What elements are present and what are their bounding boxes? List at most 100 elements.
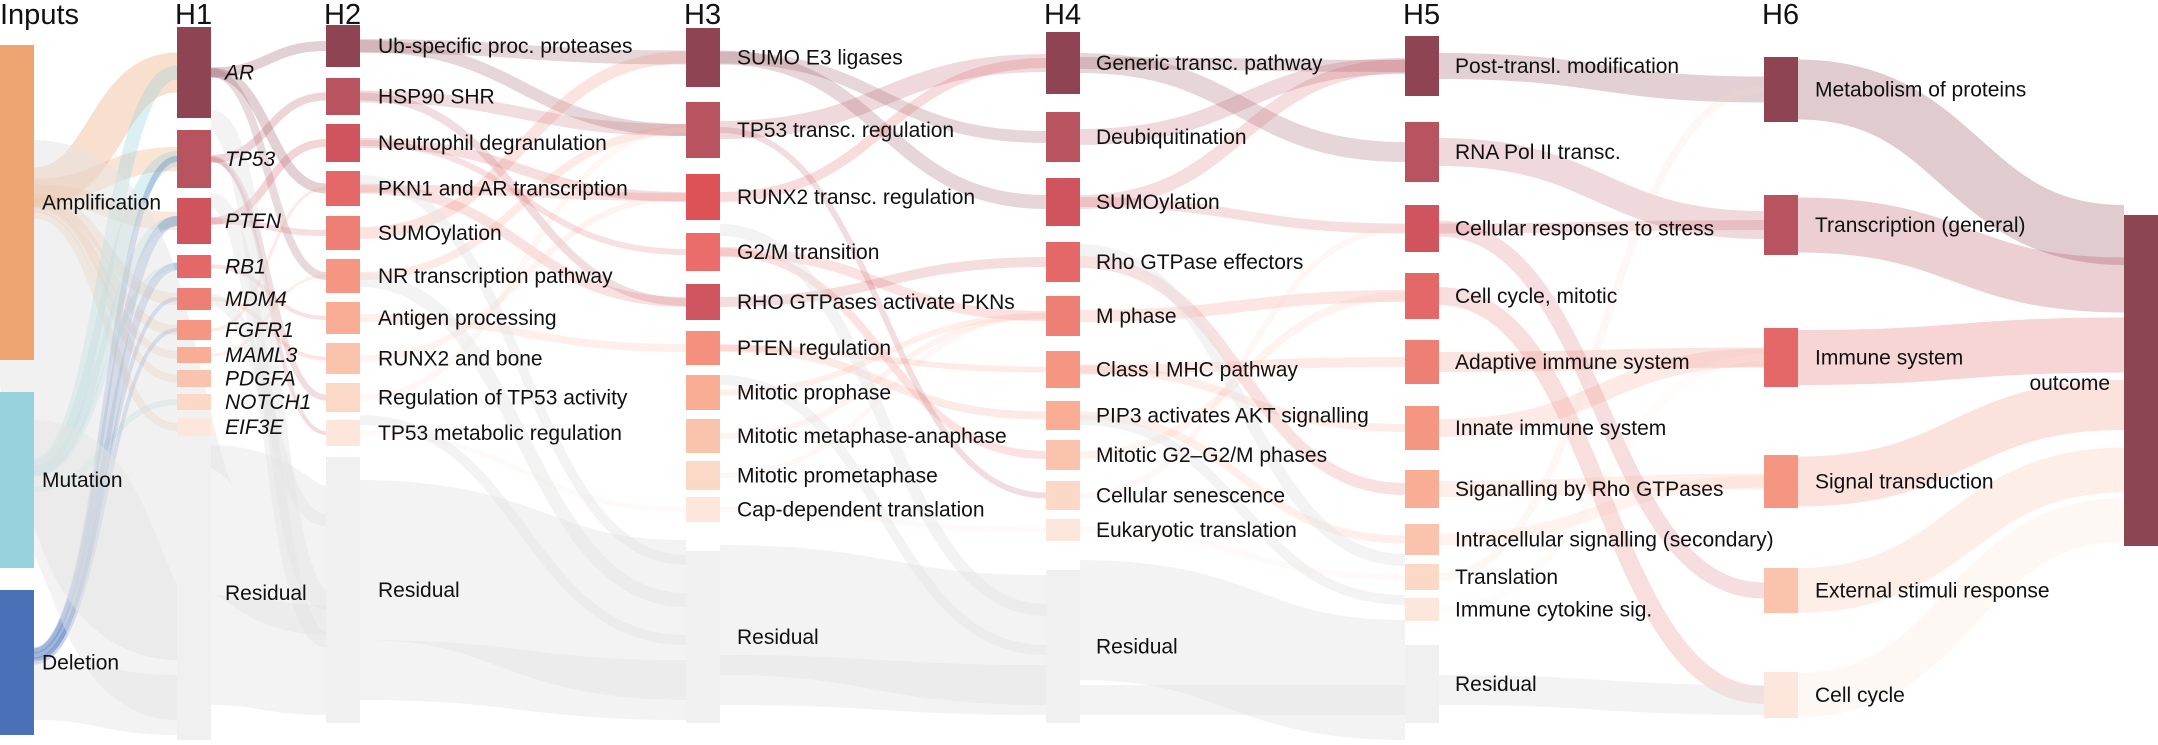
residual-link [0,140,237,660]
h1-label-tp53: TP53 [225,148,276,171]
h4-to-h5-link [1079,59,1406,209]
h4-node-generic-transc-pathway [1046,32,1080,94]
h4-to-h5-link [1079,53,1406,162]
h4-label-class-i-mhc-pathway: Class I MHC pathway [1096,359,1298,382]
residual-link [359,175,687,565]
residual-link [719,655,1047,715]
h1-to-h2-link [210,274,327,357]
h3-label-residual: Residual [737,626,819,649]
residual-link [209,294,328,526]
h5-node-intracellular-signalling-secondary [1405,524,1439,555]
residual-link [359,273,687,607]
h6-label-external-stimuli-response: External stimuli response [1815,580,2050,603]
residual-link [358,480,688,700]
h6-label-immune-system: Immune system [1815,347,1963,370]
h1-node-eif3e [177,418,211,436]
inputs-node-amplification [0,45,34,360]
h3-to-h4-link [719,248,1047,459]
residual-link [719,375,1047,655]
column-title-h5: H5 [1403,0,1440,31]
h4-node-cellular-senescence [1046,481,1080,510]
h3-to-h4-link [719,313,1047,478]
h4-to-h5-link [1079,290,1406,322]
column-title-h1: H1 [175,0,212,31]
residual-link [719,545,1047,705]
h3-node-mitotic-metaphase-anaphase [686,419,720,453]
h3-to-h4-link [719,54,1047,139]
h5-to-h6-link [1438,353,1765,614]
h2-node-antigen-processing [326,302,360,334]
outcome-label: outcome [2029,372,2110,395]
h2-label-regulation-of-tp53-activity: Regulation of TP53 activity [378,387,628,410]
h4-label-sumoylation: SUMOylation [1096,191,1220,214]
h3-node-cap-dependent-translation [686,497,720,522]
h1-to-h2-link [210,139,327,225]
h4-label-m-phase: M phase [1096,305,1177,328]
residual-link [1079,415,1406,605]
h1-node-notch1 [177,394,211,410]
residual-link [210,595,327,715]
h2-to-h3-link [359,92,687,306]
h1-label-residual: Residual [225,582,307,605]
h3-to-h4-link [719,127,1047,499]
h5-to-h6-link [1438,287,1765,704]
column-title-h6: H6 [1762,0,1799,31]
h1-label-eif3e: EIF3E [225,416,284,439]
h1-label-notch1: NOTCH1 [225,391,311,414]
flow-nodes [0,25,2158,740]
h1-node-mdm4 [177,288,211,310]
h5-to-h6-link [1438,138,1765,239]
h1-node-maml3 [177,347,211,363]
h3-label-tp53-transc-regulation: TP53 transc. regulation [737,119,954,142]
h2-node-residual [326,457,360,723]
h6-node-immune-system [1764,328,1798,387]
inputs-label-deletion: Deletion [42,652,119,675]
h2-to-h3-link [359,40,687,136]
h4-label-eukaryotic-translation: Eukaryotic translation [1096,519,1297,542]
h2-node-sumoylation [326,216,360,250]
h5-to-h6-link [1438,473,1765,497]
h1-node-fgfr1 [177,320,211,340]
h1-to-h2-link [210,67,327,194]
h2-node-ub-specific-proc-proteases [326,25,360,67]
residual-link [33,660,178,735]
h2-to-h3-link [359,90,687,136]
h2-to-h3-link [359,51,687,239]
h5-node-innate-immune-system [1405,406,1439,450]
h4-to-h5-link [1079,357,1406,375]
residual-link [1438,675,1765,715]
h4-label-cellular-senescence: Cellular senescence [1096,485,1285,508]
inputs-label-amplification: Amplification [42,192,161,215]
h1-to-h2-link [210,187,327,332]
column-title-inputs: Inputs [0,0,79,31]
h3-label-pten-regulation: PTEN regulation [737,337,891,360]
h2-to-h3-link [359,183,687,307]
h6-label-transcription-general: Transcription (general) [1815,214,2025,237]
h3-node-pten-regulation [686,331,720,365]
h1-node-tp53 [177,130,211,188]
h2-to-h3-link [359,127,687,401]
h5-node-residual [1405,645,1439,723]
h4-node-eukaryotic-translation [1046,519,1080,541]
h5-to-h6-link [1438,220,1765,599]
h2-label-tp53-metabolic-regulation: TP53 metabolic regulation [378,422,622,445]
h4-node-mitotic-g2-g2-m-phases [1046,440,1080,470]
h5-label-rna-pol-ii-transc: RNA Pol II transc. [1455,141,1621,164]
h4-node-deubiquitination [1046,112,1080,162]
h3-to-h4-link [719,313,1047,396]
h4-to-h5-link [1079,411,1406,544]
node-labels: Amplification Mutation Deletion AR TP53 PTEN R… [42,35,2110,707]
h2-label-antigen-processing: Antigen processing [378,307,557,330]
h4-label-generic-transc-pathway: Generic transc. pathway [1096,52,1323,75]
h1-to-h2-link [210,264,327,320]
h3-label-mitotic-prometaphase: Mitotic prometaphase [737,465,938,488]
h1-label-pten: PTEN [225,210,282,233]
h5-to-h6-link [1438,475,1765,546]
h1-node-residual [177,446,211,740]
h3-to-h4-link [719,344,1047,420]
h1-to-h2-link [210,156,327,401]
h5-to-h6-link [1438,347,1765,372]
h2-to-h3-link [359,140,687,255]
h1-to-h2-link [210,157,327,435]
